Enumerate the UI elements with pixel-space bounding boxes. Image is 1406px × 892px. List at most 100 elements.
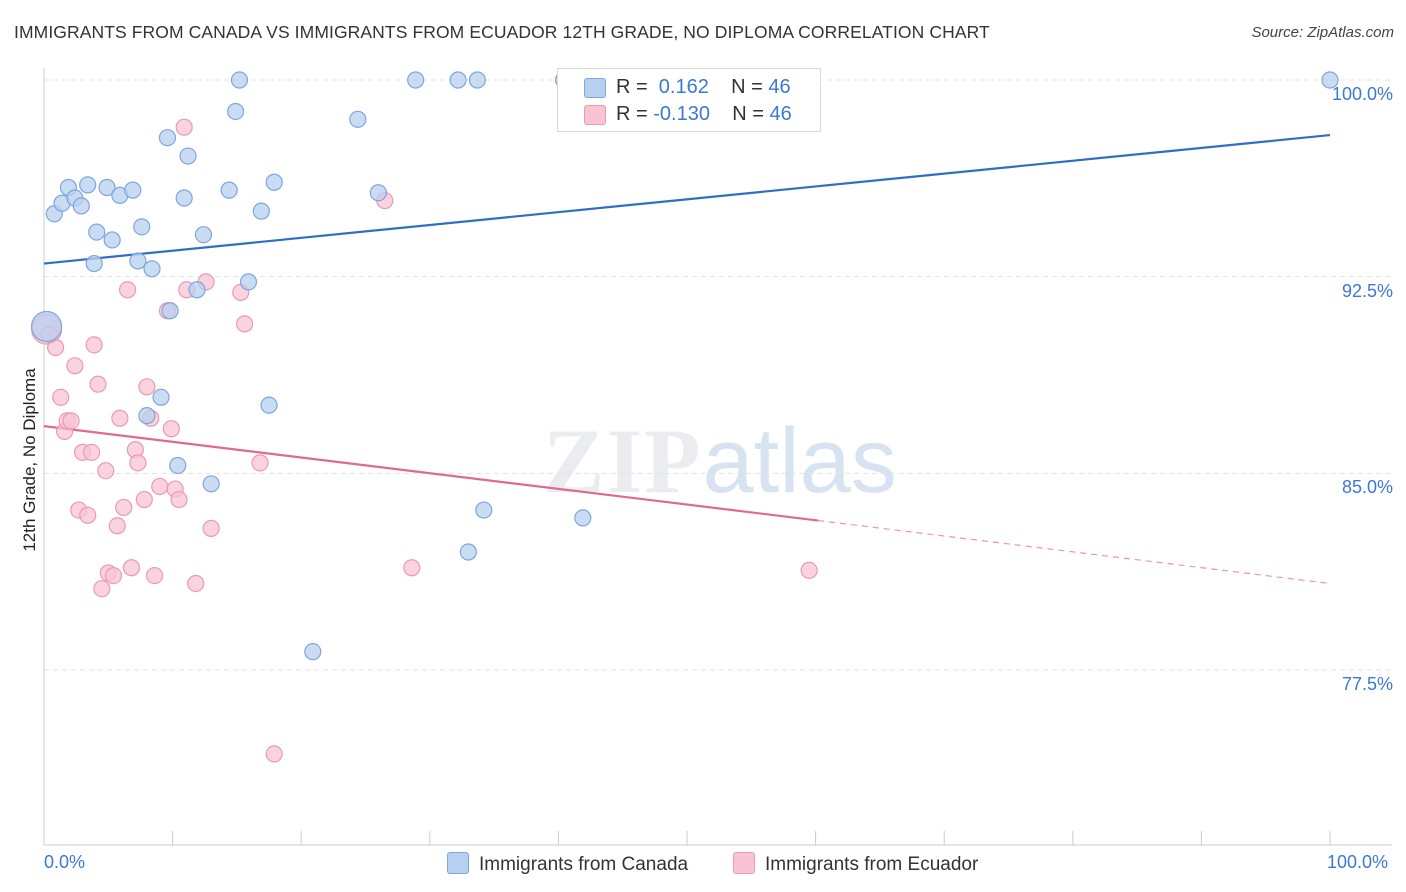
point-canada bbox=[574, 509, 592, 527]
point-ecuador bbox=[89, 375, 107, 393]
point-canada bbox=[169, 456, 187, 475]
point-canada bbox=[449, 71, 467, 89]
point-ecuador bbox=[93, 580, 111, 598]
x-tick-label-max: 100.0% bbox=[1327, 852, 1389, 872]
point-ecuador bbox=[104, 566, 123, 585]
point-ecuador bbox=[129, 454, 147, 472]
trend-line-ecuador bbox=[43, 425, 819, 522]
y-tick-label: 100.0% bbox=[1331, 84, 1393, 104]
point-canada bbox=[260, 396, 278, 414]
point-canada bbox=[88, 223, 106, 241]
point-canada bbox=[475, 501, 493, 519]
point-canada bbox=[227, 102, 245, 121]
point-canada bbox=[133, 218, 151, 236]
point-ecuador bbox=[138, 378, 156, 396]
point-ecuador bbox=[122, 559, 141, 577]
point-canada bbox=[459, 543, 477, 561]
x-tick-label-min: 0.0% bbox=[44, 852, 86, 872]
point-canada bbox=[138, 407, 156, 425]
point-ecuador bbox=[118, 281, 137, 299]
legend-r-label: R = bbox=[616, 76, 648, 98]
point-canada bbox=[124, 181, 142, 199]
legend-text-ecuador: R = -0.130 N = 46 bbox=[616, 103, 792, 126]
point-ecuador bbox=[66, 357, 84, 375]
trend-line-canada bbox=[43, 133, 1331, 265]
chart-title: IMMIGRANTS FROM CANADA VS IMMIGRANTS FRO… bbox=[14, 22, 990, 42]
point-ecuador bbox=[79, 506, 97, 524]
legend-swatch-canada bbox=[584, 78, 606, 98]
point-canada bbox=[158, 129, 177, 147]
y-tick-label: 92.5% bbox=[1341, 280, 1393, 301]
point-ecuador bbox=[236, 315, 254, 333]
y-tick-label: 85.0% bbox=[1341, 477, 1393, 498]
legend-text-canada: R = 0.162 N = 46 bbox=[616, 76, 791, 99]
bottom-legend-canada: Immigrants from Canada bbox=[447, 852, 688, 876]
point-canada bbox=[72, 197, 90, 215]
bottom-legend-swatch-canada bbox=[447, 852, 469, 874]
trend-lines bbox=[43, 133, 1331, 585]
point-ecuador bbox=[202, 519, 220, 538]
legend-n-label: N = bbox=[732, 103, 764, 125]
source-credit: Source: ZipAtlas.com bbox=[1251, 24, 1394, 41]
point-canada bbox=[179, 147, 197, 165]
legend-r-label: R = bbox=[616, 103, 648, 125]
point-canada bbox=[85, 254, 103, 273]
point-canada bbox=[188, 281, 206, 299]
watermark-atlas: atlas bbox=[703, 410, 897, 512]
point-canada bbox=[194, 226, 213, 244]
point-ecuador bbox=[265, 745, 283, 763]
point-ecuador bbox=[162, 420, 180, 438]
point-ecuador bbox=[403, 559, 421, 577]
point-canada bbox=[230, 71, 249, 89]
point-ecuador bbox=[85, 336, 103, 354]
point-ecuador bbox=[97, 462, 115, 480]
point-ecuador bbox=[175, 118, 193, 136]
point-ecuador bbox=[115, 498, 133, 517]
legend-n-label: N = bbox=[731, 76, 763, 98]
point-canada bbox=[161, 302, 179, 320]
point-ecuador bbox=[170, 490, 188, 509]
axes bbox=[43, 68, 1392, 846]
point-canada bbox=[152, 388, 170, 406]
bottom-legend-swatch-ecuador bbox=[733, 852, 755, 874]
point-canada bbox=[349, 110, 367, 128]
bottom-legend-label-ecuador: Immigrants from Ecuador bbox=[765, 854, 979, 875]
point-ecuador bbox=[151, 477, 169, 496]
point-canada bbox=[30, 310, 63, 343]
point-ecuador bbox=[82, 443, 101, 461]
point-canada bbox=[265, 173, 283, 191]
point-canada bbox=[220, 181, 238, 199]
correlation-legend: R = 0.162 N = 46 R = -0.130 N = 46 bbox=[557, 68, 821, 132]
point-canada bbox=[79, 176, 97, 194]
point-canada bbox=[1321, 71, 1339, 89]
watermark-zip: ZIP bbox=[543, 410, 702, 512]
point-canada bbox=[304, 643, 322, 661]
trend-line-ecuador-extension bbox=[818, 519, 1331, 585]
point-canada bbox=[129, 252, 147, 270]
point-canada bbox=[202, 475, 220, 493]
point-canada bbox=[143, 260, 161, 278]
legend-r-value-ecuador: -0.130 bbox=[653, 103, 710, 125]
grid-lines bbox=[44, 79, 1392, 671]
point-ecuador bbox=[251, 454, 269, 472]
point-canada bbox=[407, 71, 425, 89]
watermark: ZIPatlas bbox=[543, 410, 897, 512]
point-canada bbox=[369, 184, 387, 202]
y-tick-label: 77.5% bbox=[1341, 674, 1393, 694]
point-canada bbox=[252, 202, 270, 220]
point-ecuador bbox=[800, 561, 818, 579]
point-canada bbox=[239, 273, 258, 291]
legend-n-value-ecuador: 46 bbox=[769, 103, 792, 125]
point-ecuador bbox=[187, 574, 205, 593]
point-ecuador bbox=[62, 412, 80, 430]
legend-r-value-canada: 0.162 bbox=[653, 76, 709, 98]
point-ecuador bbox=[145, 566, 164, 585]
point-ecuador bbox=[135, 490, 153, 509]
point-canada bbox=[98, 178, 116, 197]
legend-n-value-canada: 46 bbox=[768, 76, 791, 98]
point-ecuador bbox=[52, 388, 70, 406]
point-ecuador bbox=[108, 517, 126, 535]
bottom-legend-ecuador: Immigrants from Ecuador bbox=[733, 852, 978, 876]
point-canada bbox=[468, 71, 486, 89]
